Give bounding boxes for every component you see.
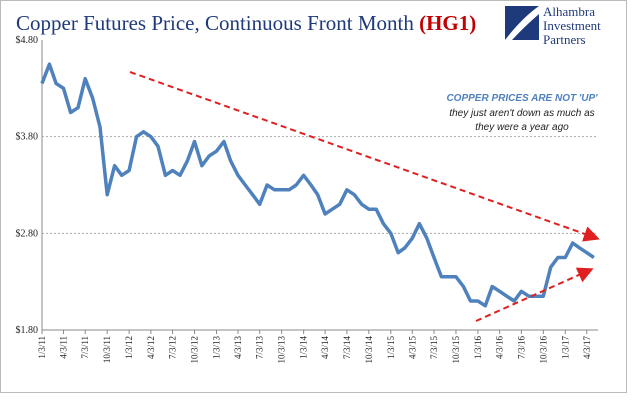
trend-arrow xyxy=(129,71,600,242)
price-line xyxy=(40,62,595,308)
y-tick-label: $2.80 xyxy=(16,228,39,239)
x-tick-label: 1/3/16 xyxy=(473,336,483,360)
annotation-line: they were a year ago xyxy=(475,122,569,133)
x-tick-label: 1/3/11 xyxy=(37,336,47,359)
x-tick-label: 4/3/15 xyxy=(407,336,417,360)
x-tick-label: 7/3/14 xyxy=(342,336,352,360)
trend-arrow xyxy=(475,267,594,322)
x-tick-label: 10/3/12 xyxy=(190,336,200,364)
x-tick-label: 10/3/16 xyxy=(538,336,548,364)
x-tick-label: 1/3/15 xyxy=(386,336,396,360)
x-tick-label: 1/3/17 xyxy=(560,336,570,360)
annotation-heading: COPPER PRICES ARE NOT 'UP' xyxy=(446,93,598,104)
x-tick-label: 7/3/12 xyxy=(168,336,178,359)
x-tick-label: 4/3/13 xyxy=(233,336,243,360)
chart-title: Copper Futures Price, Continuous Front M… xyxy=(16,11,476,35)
y-tick-label: $4.80 xyxy=(16,35,39,46)
x-tick-label: 4/3/11 xyxy=(58,336,68,359)
x-tick-label: 4/3/17 xyxy=(582,336,592,360)
x-tick-label: 10/3/15 xyxy=(451,336,461,364)
logo-line: Partners xyxy=(543,32,586,47)
x-tick-label: 7/3/15 xyxy=(429,336,439,360)
x-tick-label: 1/3/13 xyxy=(212,336,222,360)
x-tick-label: 10/3/11 xyxy=(102,336,112,363)
logo-line: Alhambra xyxy=(543,4,595,19)
annotation-line: they just aren't down as much as xyxy=(449,108,594,119)
x-tick-label: 1/3/12 xyxy=(124,336,134,359)
x-tick-label: 4/3/12 xyxy=(146,336,156,359)
title-symbol: (HG1) xyxy=(419,11,476,35)
x-tick-label: 4/3/14 xyxy=(320,336,330,360)
y-tick-label: $1.80 xyxy=(16,325,39,336)
title-main: Copper Futures Price, Continuous Front M… xyxy=(16,11,414,35)
frame xyxy=(0,0,627,393)
x-tick-label: 10/3/14 xyxy=(364,336,374,364)
x-tick-label: 4/3/16 xyxy=(495,336,505,360)
x-tick-label: 7/3/11 xyxy=(80,336,90,359)
x-tick-label: 7/3/13 xyxy=(255,336,265,360)
plot: $1.80 $2.80 $3.80 $4.80 1/3/11 4/3/11 7/3/11 10… xyxy=(16,35,598,364)
logo-line: Investment xyxy=(543,18,601,33)
x-tick-label: 7/3/16 xyxy=(516,336,526,360)
logo-swoosh xyxy=(505,6,539,40)
annotation: COPPER PRICES ARE NOT 'UP' they just are… xyxy=(446,93,598,133)
logo: Alhambra Investment Partners xyxy=(505,4,601,47)
y-tick-label: $3.80 xyxy=(16,132,39,143)
x-tick-label: 10/3/13 xyxy=(277,336,287,364)
x-tick-label: 1/3/14 xyxy=(299,336,309,360)
